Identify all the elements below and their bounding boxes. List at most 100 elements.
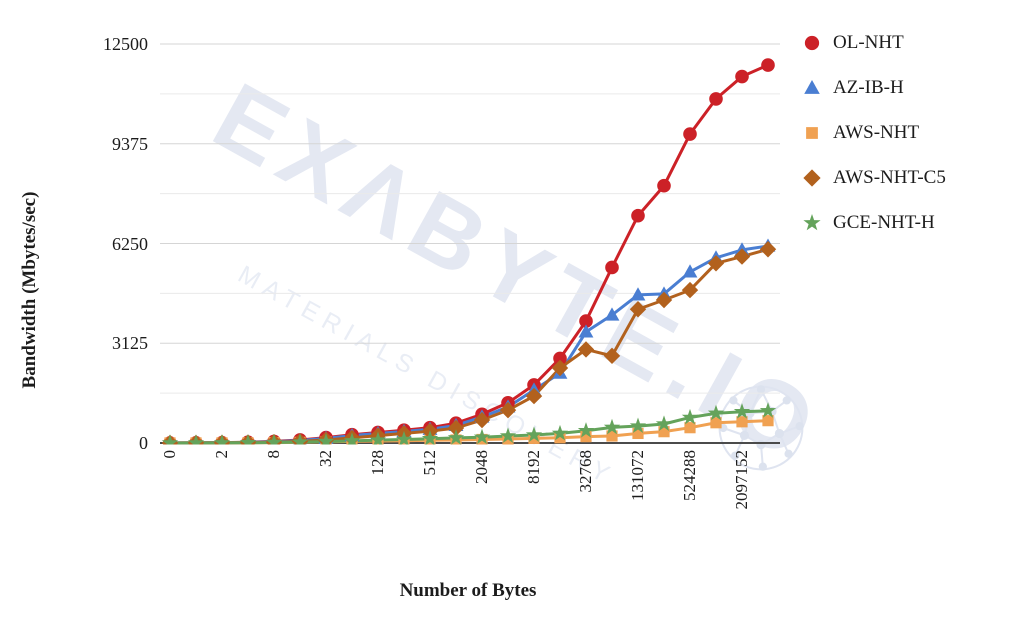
circle-marker-icon (553, 351, 567, 366)
triangle-marker-icon (604, 307, 620, 321)
legend-circle-icon (804, 35, 820, 50)
legend-label: OL-NHT (833, 31, 904, 53)
diamond-marker-icon (447, 419, 465, 437)
triangle-marker-icon (804, 79, 820, 94)
star-marker-icon (681, 408, 699, 425)
circle-marker-icon (804, 35, 820, 50)
x-tick-label: 2097152 (732, 450, 751, 510)
x-tick-label: 512 (420, 450, 439, 476)
y-axis-title: Bandwidth (Mbytes/sec) (19, 191, 40, 389)
triangle-marker-icon (630, 287, 646, 301)
legend-label: AWS-NHT (833, 121, 920, 143)
square-marker-icon (606, 430, 618, 442)
square-marker-icon (710, 417, 722, 429)
x-tick-label: 32768 (576, 450, 595, 493)
star-marker-icon (161, 434, 179, 445)
star-marker-icon (603, 418, 621, 435)
star-marker-icon (239, 434, 257, 445)
y-tick-label: 0 (139, 433, 148, 453)
star-marker-icon (803, 213, 821, 230)
series-markers-gce-nht-h (161, 402, 777, 445)
x-tick-label: 32 (316, 450, 335, 467)
star-marker-icon (551, 424, 569, 441)
x-tick-label: 2 (212, 450, 231, 459)
legend-label: AWS-NHT-C5 (833, 166, 946, 188)
star-marker-icon (707, 404, 725, 421)
diamond-marker-icon (803, 168, 821, 187)
y-tick-label: 9375 (112, 133, 148, 154)
legend-star-icon (803, 213, 821, 230)
star-marker-icon (369, 431, 387, 445)
diamond-marker-icon (473, 411, 491, 429)
circle-marker-icon (735, 69, 749, 84)
square-marker-icon (684, 422, 696, 434)
legend-item-aws-nht: AWS-NHT (802, 110, 1017, 155)
star-marker-icon (655, 415, 673, 431)
diamond-marker-icon (499, 401, 517, 419)
square-marker-icon (580, 431, 592, 443)
triangle-marker-icon (578, 324, 594, 338)
legend-diamond-icon (803, 168, 821, 187)
diamond-marker-icon (551, 359, 569, 377)
x-tick-label: 0 (160, 450, 179, 459)
legend-triangle-icon (804, 79, 820, 94)
x-tick-label: 128 (368, 450, 387, 476)
star-marker-icon (317, 432, 335, 445)
x-tick-label: 8192 (524, 450, 543, 484)
star-marker-icon (577, 422, 595, 438)
diamond-marker-icon (655, 291, 673, 309)
star-marker-icon (499, 427, 517, 443)
star-marker-icon (213, 434, 231, 445)
legend-item-ol-nht: OL-NHT (802, 20, 1017, 65)
circle-marker-icon (657, 178, 671, 193)
diamond-marker-icon (577, 341, 595, 358)
series-line-gce-nht-h (168, 409, 770, 445)
series-markers-ol-nht (163, 58, 775, 445)
star-marker-icon (265, 433, 283, 445)
legend-square-icon (806, 126, 818, 139)
diamond-marker-icon (759, 241, 777, 258)
square-marker-icon (632, 427, 644, 440)
diamond-marker-icon (629, 301, 647, 318)
diamond-marker-icon (525, 387, 543, 405)
star-marker-icon (187, 434, 205, 445)
series-layer (161, 58, 777, 445)
series-line-aws-nht-c5 (168, 247, 770, 445)
x-tick-label: 131072 (628, 450, 647, 501)
legend-item-az-ib-h: AZ-IB-H (802, 65, 1017, 110)
legend-item-aws-nht-c5: AWS-NHT-C5 (802, 155, 1017, 200)
x-tick-label: 524288 (680, 450, 699, 501)
circle-marker-icon (605, 260, 619, 275)
square-marker-icon (806, 126, 818, 139)
circle-marker-icon (683, 127, 697, 141)
star-marker-icon (447, 429, 465, 445)
circle-marker-icon (761, 58, 775, 72)
y-tick-label: 3125 (112, 333, 148, 354)
y-tick-label: 12500 (103, 34, 148, 54)
x-axis-title: Number of Bytes (399, 580, 537, 601)
star-marker-icon (395, 430, 413, 445)
legend-label: AZ-IB-H (833, 76, 904, 98)
square-marker-icon (658, 426, 670, 438)
series-line-az-ib-h (168, 244, 770, 445)
diamond-marker-icon (681, 281, 699, 299)
x-tick-label: 2048 (472, 450, 491, 484)
star-marker-icon (525, 426, 543, 442)
y-tick-label: 6250 (112, 233, 148, 254)
star-marker-icon (343, 432, 361, 445)
diamond-marker-icon (733, 248, 751, 265)
legend-item-gce-nht-h: GCE-NHT-H (802, 200, 1017, 245)
triangle-marker-icon (682, 264, 698, 278)
star-marker-icon (473, 428, 491, 445)
diamond-marker-icon (707, 255, 725, 272)
star-marker-icon (291, 433, 309, 445)
circle-marker-icon (631, 208, 645, 223)
square-marker-icon (554, 432, 566, 444)
diamond-marker-icon (603, 347, 621, 365)
star-marker-icon (629, 417, 647, 434)
series-line-ol-nht (168, 63, 770, 445)
x-tick-label: 8 (264, 450, 283, 459)
legend: OL-NHT AZ-IB-H AWS-NHT AWS-NHT-C5 GCE-NHT-H (802, 20, 1017, 245)
